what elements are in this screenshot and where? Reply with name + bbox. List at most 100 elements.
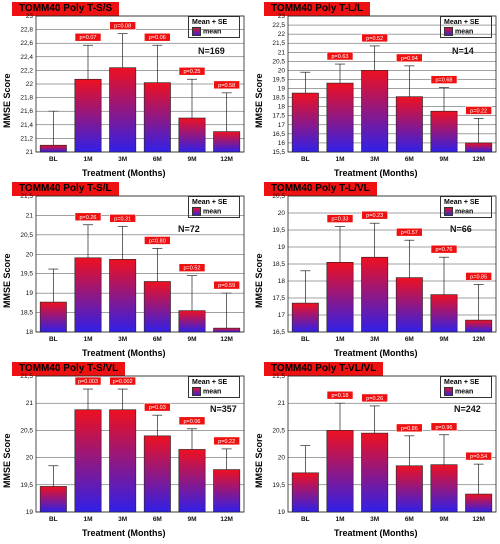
- bar: [213, 469, 241, 513]
- p-value-box: [144, 402, 171, 412]
- legend: Mean + SE mean: [440, 16, 492, 39]
- p-value-box: [144, 236, 171, 245]
- bar: [430, 110, 458, 153]
- y-tick-label: 23: [278, 13, 286, 20]
- bar: [109, 409, 137, 513]
- y-tick-label: 21,5: [20, 373, 33, 380]
- legend-swatch: [444, 387, 453, 396]
- x-tick-label: 1M: [335, 156, 344, 163]
- x-tick-label: 9M: [439, 336, 448, 343]
- bar: [361, 256, 389, 333]
- legend-line-mean: mean: [203, 388, 222, 396]
- p-value-label: p=0.22: [218, 439, 235, 445]
- p-value-label: p=0.03: [149, 405, 166, 411]
- y-tick-label: 19: [278, 86, 286, 93]
- x-tick-label: 3M: [370, 516, 379, 523]
- p-value-box: [326, 390, 354, 400]
- p-value-box: [430, 422, 458, 432]
- bar: [74, 78, 102, 153]
- x-tick-label: 12M: [472, 156, 485, 163]
- plot-frame: [35, 375, 245, 513]
- plot-frame: [287, 375, 497, 513]
- x-tick-label: 6M: [153, 156, 162, 163]
- y-tick-label: 20: [278, 210, 286, 217]
- y-tick-label: 20,5: [20, 427, 33, 434]
- bar: [291, 472, 319, 513]
- x-tick-label: BL: [301, 336, 310, 343]
- y-tick-label: 22: [278, 31, 286, 38]
- plot-frame: [287, 15, 497, 153]
- bar: [178, 449, 206, 513]
- chart-panel-sl: TOMM40 Poly T-S/L Mean + SE mean N=72 MM…: [0, 180, 248, 360]
- p-value-box: [213, 280, 240, 290]
- x-tick-label: BL: [49, 336, 58, 343]
- x-tick-label: BL: [301, 516, 310, 523]
- legend: Mean + SE mean: [440, 376, 492, 399]
- p-value-label: p=0.63: [332, 54, 349, 60]
- p-value-label: p=0.76: [436, 247, 453, 253]
- p-value-box: [465, 272, 492, 281]
- y-tick-label: 18: [278, 104, 286, 111]
- p-value-label: p=0.52: [366, 36, 383, 42]
- y-tick-label: 22,8: [20, 27, 33, 34]
- legend-line-se: Mean + SE: [444, 379, 480, 386]
- bar-plot: 21 21,2 21,4 21,6 21,8 22 22,2 22,4 22,6 22,8 23 BL…: [20, 13, 245, 163]
- p-value-box: [109, 214, 136, 223]
- legend-swatch: [444, 27, 453, 36]
- bar-plot: 15,5 16 16,5 17 17,5 18 18,5 19 19,5 20 20,5 21 21,5…: [272, 13, 497, 163]
- bar: [178, 117, 206, 153]
- y-tick-label: 21,2: [20, 135, 33, 142]
- chart-panel-ss: TOMM40 Poly T-S/S Mean + SE mean N=169 M…: [0, 0, 248, 180]
- p-value-box: [178, 416, 206, 426]
- n-label: N=14: [452, 46, 474, 56]
- p-value-box: [396, 423, 423, 433]
- y-tick-label: 20,5: [20, 232, 33, 239]
- legend-line-se: Mean + SE: [192, 379, 228, 386]
- bar: [430, 294, 458, 333]
- bar: [109, 67, 137, 153]
- y-tick-label: 19: [26, 509, 34, 516]
- y-tick-label: 19,5: [272, 227, 285, 234]
- bar: [465, 142, 493, 153]
- p-value-box: [109, 376, 136, 386]
- p-value-box: [326, 51, 354, 61]
- bar: [39, 486, 67, 513]
- y-tick-label: 17: [278, 122, 286, 129]
- x-tick-label: 9M: [187, 156, 196, 163]
- y-tick-label: 19: [278, 509, 286, 516]
- p-value-label: p=0.86: [401, 426, 418, 432]
- p-value-box: [361, 210, 388, 220]
- y-tick-label: 22,4: [20, 54, 33, 61]
- p-value-box: [465, 106, 492, 115]
- plot-frame: [287, 195, 497, 333]
- bar: [74, 409, 102, 513]
- chart-panel-lvl: TOMM40 Poly T-L/VL Mean + SE mean N=66 M…: [252, 180, 500, 360]
- p-value-box: [361, 33, 388, 43]
- y-tick-label: 18: [278, 278, 286, 285]
- chart-panel-vlvl: TOMM40 Poly T-VL/VL Mean + SE mean N=242…: [252, 360, 500, 540]
- y-tick-label: 22,6: [20, 40, 33, 47]
- p-value-box: [74, 32, 102, 42]
- n-label: N=357: [210, 404, 237, 414]
- bar: [39, 301, 67, 333]
- p-value-label: p=0.54: [470, 454, 487, 460]
- x-tick-label: 3M: [370, 156, 379, 163]
- chart-title: TOMM40 Poly T-VL/VL: [264, 362, 384, 376]
- y-tick-label: 19,5: [272, 76, 285, 83]
- bar: [213, 327, 241, 333]
- p-value-label: p=0.18: [332, 393, 349, 399]
- y-tick-label: 16,5: [272, 329, 285, 336]
- n-label: N=169: [198, 46, 225, 56]
- bar: [326, 82, 354, 153]
- x-tick-label: 9M: [187, 516, 196, 523]
- legend: Mean + SE mean: [188, 16, 240, 39]
- chart-panel-svl: TOMM40 Poly T-S/VL Mean + SE mean N=357 …: [0, 360, 248, 540]
- x-axis-label: Treatment (Months): [82, 528, 166, 538]
- n-label: N=66: [450, 224, 472, 234]
- x-tick-label: 1M: [83, 516, 92, 523]
- p-value-box: [213, 80, 240, 90]
- x-axis-label: Treatment (Months): [334, 168, 418, 178]
- x-tick-label: BL: [49, 516, 58, 523]
- y-tick-label: 18: [26, 329, 34, 336]
- bar: [178, 310, 206, 333]
